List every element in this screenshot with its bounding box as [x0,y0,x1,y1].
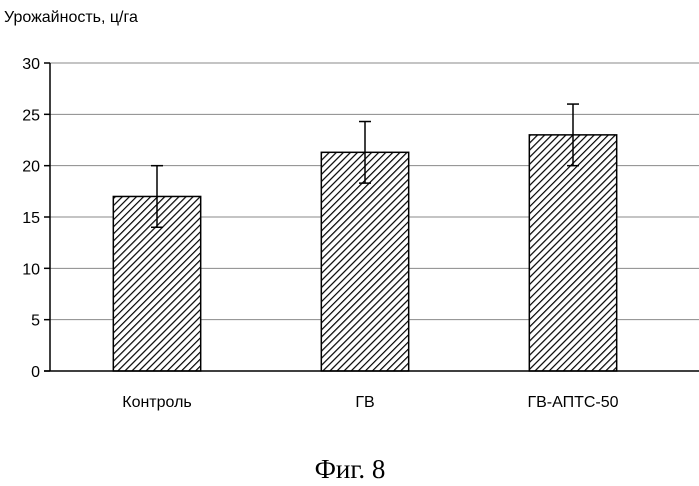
y-axis-label: Урожайность, ц/га [4,9,138,26]
figure-caption: Фиг. 8 [315,454,386,484]
y-axis-ticks: 0 5 10 15 20 25 30 [22,56,50,381]
bar [529,135,616,371]
category-label: ГВ-АПТС-50 [527,394,618,411]
x-axis-labels: Контроль ГВ ГВ-АПТС-50 [122,394,618,411]
y-tick-label: 25 [22,107,40,124]
y-tick-label: 5 [31,313,40,330]
y-tick-label: 15 [22,210,40,227]
category-label: Контроль [122,394,192,411]
y-tick-label: 10 [22,261,40,278]
y-tick-label: 20 [22,159,40,176]
y-tick-label: 30 [22,56,40,73]
y-tick-label: 0 [31,364,40,381]
category-label: ГВ [355,394,374,411]
bar [321,152,408,371]
